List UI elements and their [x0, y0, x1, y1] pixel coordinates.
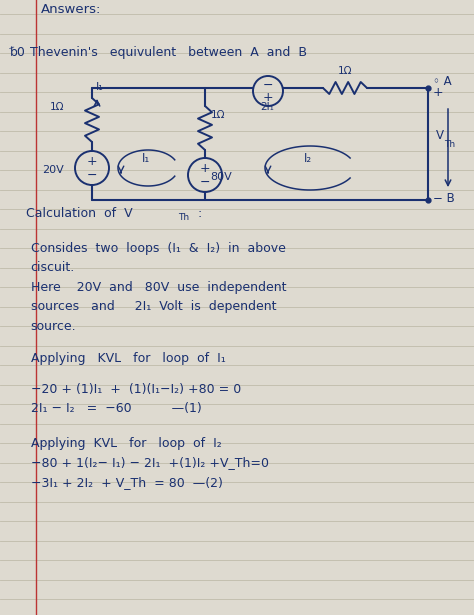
- Text: sources   and     2I₁  Volt  is  dependent: sources and 2I₁ Volt is dependent: [30, 300, 276, 313]
- Text: −80 + 1(I₂− I₁) − 2I₁  +(1)I₂ +V_Th=0: −80 + 1(I₂− I₁) − 2I₁ +(1)I₂ +V_Th=0: [30, 456, 269, 469]
- Text: Applying   KVL   for   loop  of  I₁: Applying KVL for loop of I₁: [30, 352, 225, 365]
- Text: Th: Th: [179, 213, 190, 222]
- Text: −: −: [87, 169, 97, 181]
- Text: I₁: I₁: [96, 82, 104, 92]
- Text: V: V: [436, 129, 444, 142]
- Text: ␢0: ␢0: [10, 46, 26, 59]
- Text: +: +: [200, 162, 210, 175]
- Text: Th: Th: [444, 140, 455, 149]
- Text: −3I₁ + 2I₂  + V_Th  = 80  —(2): −3I₁ + 2I₂ + V_Th = 80 —(2): [30, 476, 222, 489]
- Text: Thevenin's   equivulent   between  A  and  B: Thevenin's equivulent between A and B: [30, 46, 307, 59]
- Text: 1Ω: 1Ω: [211, 110, 226, 120]
- Text: ciscuit.: ciscuit.: [30, 261, 75, 274]
- Text: source.: source.: [30, 320, 76, 333]
- Text: Answers:: Answers:: [41, 3, 101, 16]
- Text: 1Ω: 1Ω: [49, 102, 64, 112]
- Text: +: +: [433, 86, 444, 99]
- Text: Applying  KVL   for   loop  of  I₂: Applying KVL for loop of I₂: [30, 437, 221, 450]
- Text: Consides  two  loops  (I₁  &  I₂)  in  above: Consides two loops (I₁ & I₂) in above: [30, 242, 285, 255]
- Text: :: :: [193, 207, 202, 220]
- Text: 80V: 80V: [210, 172, 232, 182]
- Text: −: −: [263, 79, 273, 92]
- Text: −20 + (1)I₁  +  (1)(I₁−I₂) +80 = 0: −20 + (1)I₁ + (1)(I₁−I₂) +80 = 0: [30, 383, 241, 396]
- Text: 2I₁: 2I₁: [260, 102, 274, 112]
- Text: Calculation  of  V: Calculation of V: [26, 207, 132, 220]
- Text: Here    20V  and   80V  use  independent: Here 20V and 80V use independent: [30, 281, 286, 294]
- Text: I₁: I₁: [142, 152, 150, 165]
- Text: 2I₁ − I₂   =  −60          —(1): 2I₁ − I₂ = −60 —(1): [30, 402, 201, 415]
- Text: 20V: 20V: [42, 165, 64, 175]
- Text: − B: − B: [433, 192, 455, 205]
- Text: 1Ω: 1Ω: [338, 66, 352, 76]
- Text: +: +: [87, 154, 97, 167]
- Text: −: −: [200, 175, 210, 189]
- Text: I₂: I₂: [304, 152, 312, 165]
- Text: ◦ A: ◦ A: [433, 75, 452, 88]
- Text: +: +: [263, 90, 273, 103]
